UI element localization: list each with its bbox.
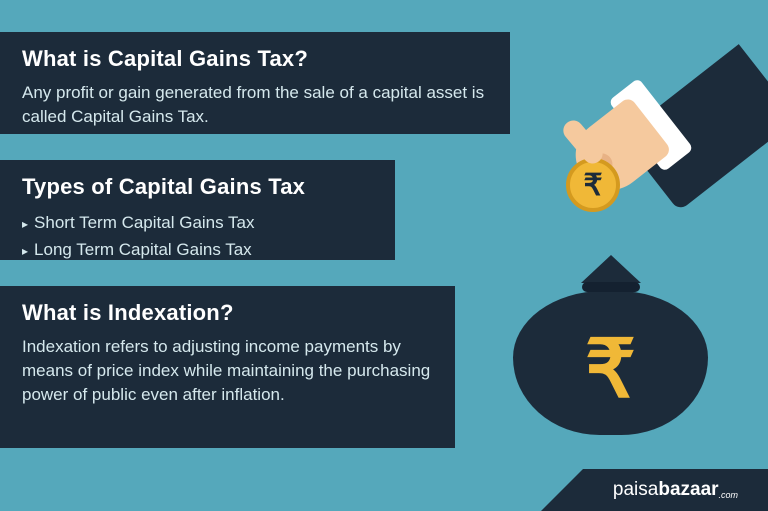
illustration-hand-coin-bag: ₹ ₹ bbox=[488, 0, 768, 440]
rupee-symbol: ₹ bbox=[583, 168, 602, 203]
bullet-icon: ▸ bbox=[22, 244, 28, 258]
section-indexation: What is Indexation? Indexation refers to… bbox=[0, 286, 455, 448]
section3-body: Indexation refers to adjusting income pa… bbox=[22, 335, 433, 406]
list-item: ▸ Long Term Capital Gains Tax bbox=[22, 236, 373, 263]
brand-badge: paisabazaar.com bbox=[583, 469, 768, 511]
money-bag-icon: ₹ bbox=[513, 255, 708, 435]
list-item: ▸ Short Term Capital Gains Tax bbox=[22, 209, 373, 236]
bullet-icon: ▸ bbox=[22, 217, 28, 231]
item2-label: Long Term Capital Gains Tax bbox=[34, 240, 252, 259]
brand-part3: .com bbox=[719, 490, 739, 500]
brand-part1: paisa bbox=[613, 479, 658, 501]
brand-part2: bazaar bbox=[658, 479, 718, 501]
section3-heading: What is Indexation? bbox=[22, 300, 433, 326]
section1-heading: What is Capital Gains Tax? bbox=[22, 46, 488, 72]
bag-body: ₹ bbox=[513, 291, 708, 435]
section2-heading: Types of Capital Gains Tax bbox=[22, 174, 373, 200]
section-what-is-cgt: What is Capital Gains Tax? Any profit or… bbox=[0, 32, 510, 134]
bag-tie bbox=[582, 282, 640, 292]
section-types-cgt: Types of Capital Gains Tax ▸ Short Term C… bbox=[0, 160, 395, 260]
section1-body: Any profit or gain generated from the sa… bbox=[22, 81, 488, 129]
coin-icon: ₹ bbox=[566, 158, 620, 212]
rupee-symbol-large: ₹ bbox=[585, 322, 636, 415]
item1-label: Short Term Capital Gains Tax bbox=[34, 213, 254, 232]
